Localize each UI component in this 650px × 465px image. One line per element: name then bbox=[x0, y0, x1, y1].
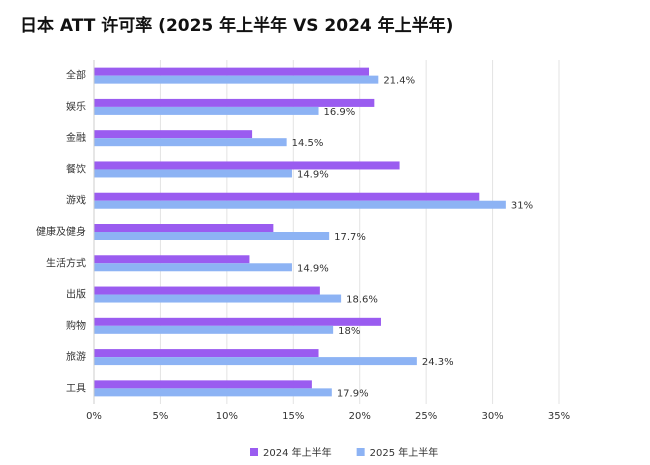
chart-title: 日本 ATT 许可率 (2025 年上半年 VS 2024 年上半年) bbox=[20, 15, 453, 36]
value-label: 18.6% bbox=[346, 295, 378, 306]
legend-label: 2024 年上半年 bbox=[263, 446, 332, 459]
y-tick-label: 工具 bbox=[66, 382, 86, 394]
bar bbox=[94, 255, 250, 264]
y-tick-label: 娱乐 bbox=[66, 100, 86, 113]
legend-marker bbox=[250, 448, 258, 456]
y-tick-label: 金融 bbox=[66, 131, 86, 144]
bar bbox=[94, 388, 332, 397]
x-tick-label: 0% bbox=[86, 411, 102, 422]
value-label: 31% bbox=[511, 201, 533, 212]
bar bbox=[94, 67, 370, 76]
x-tick-label: 10% bbox=[216, 411, 238, 422]
y-tick-label: 健康及健身 bbox=[36, 225, 86, 238]
value-label: 16.9% bbox=[324, 107, 356, 118]
y-tick-label: 生活方式 bbox=[46, 256, 86, 269]
bar bbox=[94, 380, 312, 389]
value-label: 14.9% bbox=[297, 169, 329, 180]
y-tick-label: 餐饮 bbox=[66, 162, 86, 175]
bar bbox=[94, 357, 417, 366]
x-tick-label: 35% bbox=[548, 411, 570, 422]
x-tick-label: 20% bbox=[349, 411, 371, 422]
value-label: 14.5% bbox=[292, 138, 324, 149]
bar bbox=[94, 294, 342, 303]
bar bbox=[94, 224, 274, 232]
x-tick-label: 25% bbox=[415, 411, 437, 422]
x-tick-label: 5% bbox=[152, 411, 168, 422]
value-label: 17.7% bbox=[334, 232, 366, 243]
value-label: 21.4% bbox=[383, 76, 415, 87]
bar bbox=[94, 263, 292, 272]
bar bbox=[94, 98, 375, 107]
y-tick-label: 旅游 bbox=[66, 350, 86, 363]
bar bbox=[94, 106, 319, 115]
bar bbox=[94, 286, 320, 295]
value-label: 17.9% bbox=[337, 388, 369, 399]
legend-label: 2025 年上半年 bbox=[370, 446, 439, 459]
y-tick-label: 出版 bbox=[66, 288, 86, 301]
bar bbox=[94, 232, 330, 240]
bar bbox=[94, 169, 292, 178]
y-tick-label: 游戏 bbox=[66, 194, 86, 207]
bar bbox=[94, 325, 334, 334]
value-label: 24.3% bbox=[422, 357, 454, 368]
y-tick-label: 全部 bbox=[66, 69, 86, 82]
bar bbox=[94, 130, 253, 139]
bar bbox=[94, 192, 480, 201]
legend-marker bbox=[356, 448, 365, 456]
bar bbox=[94, 161, 400, 170]
value-label: 14.9% bbox=[297, 263, 329, 274]
bar bbox=[94, 349, 319, 358]
bar bbox=[94, 200, 506, 209]
value-label: 18% bbox=[338, 326, 360, 337]
x-tick-label: 15% bbox=[282, 411, 304, 422]
y-tick-label: 购物 bbox=[66, 319, 86, 332]
bar bbox=[94, 138, 287, 147]
bar bbox=[94, 75, 379, 84]
x-tick-label: 30% bbox=[481, 411, 503, 422]
bar bbox=[94, 317, 381, 326]
